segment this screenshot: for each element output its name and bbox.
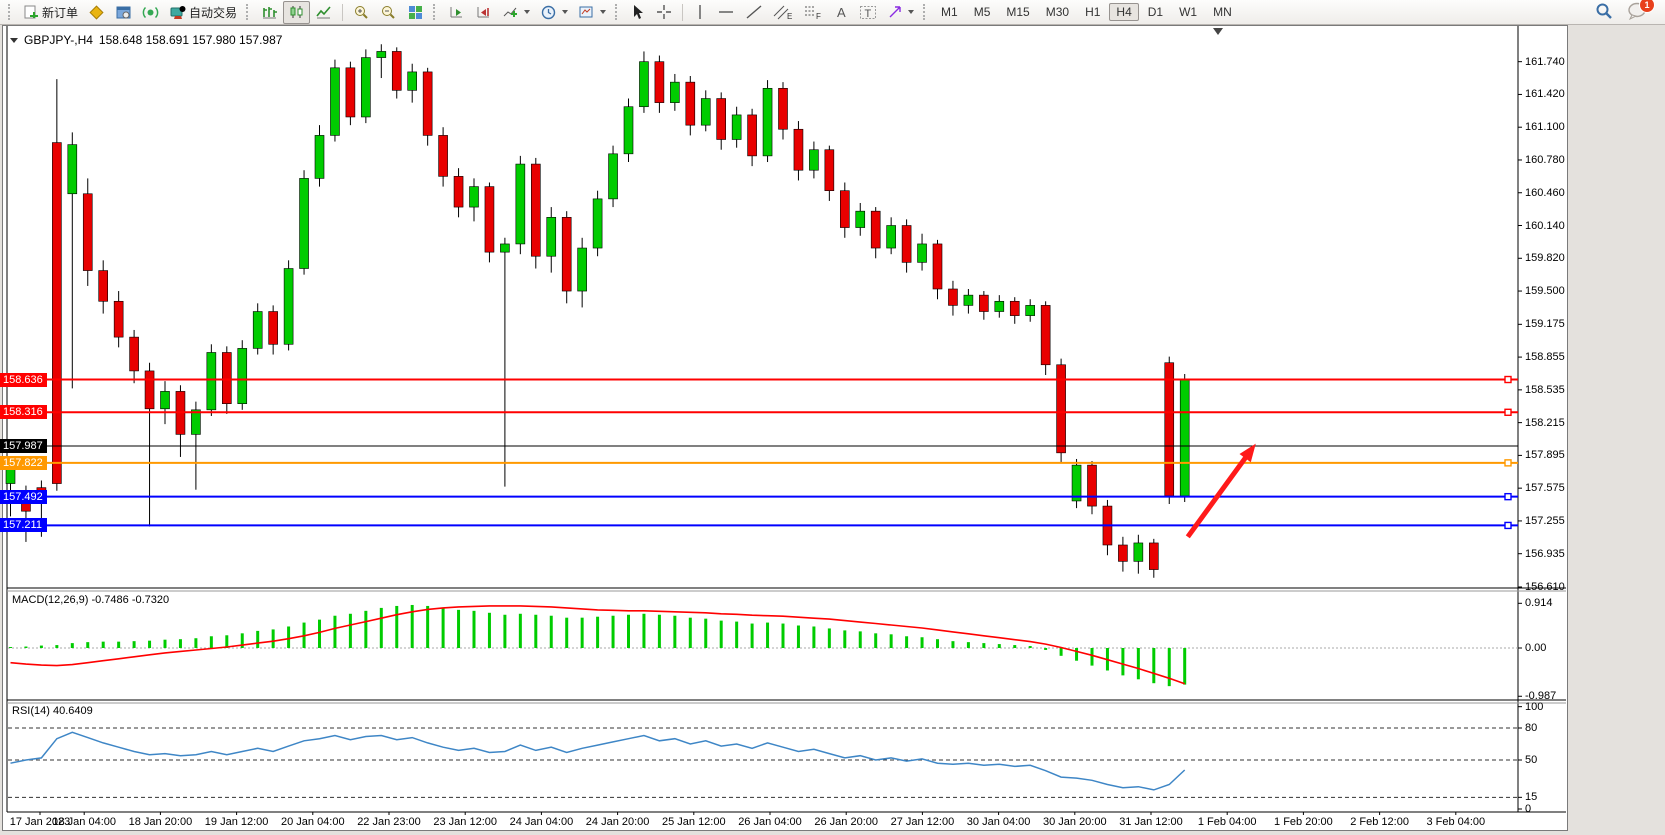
candlestick-chart-icon: [290, 5, 303, 18]
toolbar-grip[interactable]: [433, 4, 439, 20]
market-watch-button[interactable]: [83, 1, 110, 24]
notification-badge: 1: [1639, 0, 1655, 13]
periods-button[interactable]: [535, 1, 573, 24]
svg-text:F: F: [816, 12, 821, 20]
zoom-out-button[interactable]: [375, 1, 402, 24]
arrows-button[interactable]: [882, 1, 919, 23]
new-order-label: 新订单: [42, 5, 79, 20]
toolbar-grip[interactable]: [615, 4, 621, 20]
search-button[interactable]: [1595, 2, 1613, 23]
timeframe-toolbar: M1 M5 M15 M30 H1 H4 D1 W1 MN: [933, 3, 1240, 21]
crosshair-button[interactable]: [651, 1, 677, 23]
tile-windows-icon: [409, 5, 423, 19]
auto-trading-button[interactable]: 自动交易: [164, 1, 242, 24]
navigator-icon: [116, 6, 131, 18]
periods-caret: [562, 10, 569, 14]
templates-caret: [600, 10, 607, 14]
fibonacci-button[interactable]: F: [798, 1, 828, 23]
timeframe-button-h1[interactable]: H1: [1085, 5, 1101, 19]
rsi-indicator-label: RSI(14) 40.6409: [12, 705, 93, 717]
arrows-icon: [889, 6, 901, 18]
line-chart-button[interactable]: [310, 1, 337, 24]
arrows-caret: [908, 10, 915, 14]
cursor-icon: [634, 5, 644, 19]
chart-title: GBPJPY-,H4 158.648 158.691 157.980 157.9…: [10, 33, 282, 47]
text-icon: A: [837, 5, 846, 20]
bar-chart-icon: [263, 6, 278, 18]
tile-windows-button[interactable]: [402, 1, 429, 24]
timeframe-button-w1[interactable]: W1: [1179, 5, 1198, 19]
fibonacci-icon: F: [805, 6, 821, 20]
auto-trading-icon: [169, 4, 186, 21]
macd-indicator-label: MACD(12,26,9) -0.7486 -0.7320: [12, 594, 170, 606]
svg-text:T: T: [865, 8, 872, 20]
signals-icon: [142, 6, 159, 18]
indicators-caret: [524, 10, 531, 14]
trendline-icon: [746, 5, 762, 19]
chart-dropdown-icon[interactable]: [10, 37, 18, 43]
chart-shift-marker[interactable]: [1213, 28, 1223, 35]
horizontal-line-icon: [719, 11, 734, 13]
zoom-in-button[interactable]: [348, 1, 375, 24]
signals-button[interactable]: [137, 1, 164, 24]
timeframe-button-m5[interactable]: M5: [973, 5, 991, 19]
text-label-button[interactable]: T: [854, 1, 882, 23]
chart-symbol-period: GBPJPY-,H4: [24, 33, 93, 47]
svg-text:E: E: [787, 12, 792, 20]
toolbar-grip[interactable]: [923, 4, 929, 20]
text-button[interactable]: A: [828, 1, 854, 23]
auto-scroll-button[interactable]: [443, 1, 470, 24]
bar-chart-button[interactable]: [256, 1, 283, 24]
market-watch-icon: [89, 4, 104, 20]
svg-text:A: A: [837, 5, 846, 20]
candlestick-chart-button[interactable]: [283, 0, 311, 24]
search-icon: [1596, 3, 1612, 19]
timeframe-button-d1[interactable]: D1: [1147, 5, 1164, 19]
navigator-button[interactable]: [110, 1, 137, 24]
timeframe-button-mn[interactable]: MN: [1213, 5, 1232, 19]
templates-icon: [579, 6, 593, 17]
notifications-button[interactable]: 1: [1627, 0, 1655, 23]
periods-clock-icon: [541, 5, 556, 19]
chart-shift-button[interactable]: [470, 1, 497, 24]
indicators-icon: [503, 7, 518, 17]
templates-button[interactable]: [573, 1, 611, 24]
timeframe-button-m1[interactable]: M1: [941, 5, 958, 19]
vertical-line-icon: [699, 5, 701, 19]
equidistant-channel-icon: E: [773, 5, 792, 20]
horizontal-line-button[interactable]: [712, 1, 740, 23]
auto-trading-label: 自动交易: [189, 5, 238, 20]
new-order-button[interactable]: 新订单: [18, 1, 83, 24]
equidistant-channel-button[interactable]: E: [768, 1, 798, 23]
timeframe-button-m15[interactable]: M15: [1006, 5, 1030, 19]
indicators-button[interactable]: [497, 1, 535, 24]
cursor-button[interactable]: [625, 1, 651, 23]
crosshair-icon: [657, 5, 672, 19]
chart-ohlc-values: 158.648 158.691 157.980 157.987: [98, 33, 283, 47]
text-label-icon: T: [860, 6, 877, 20]
toolbar-grip[interactable]: [8, 4, 14, 20]
zoom-in-icon: [355, 5, 368, 19]
auto-scroll-icon: [450, 6, 463, 17]
chart-shift-icon: [477, 6, 490, 17]
timeframe-button-m30[interactable]: M30: [1045, 5, 1070, 19]
new-order-icon: [23, 4, 39, 20]
main-toolbar: 新订单 自动交易: [0, 0, 1665, 25]
trendline-button[interactable]: [740, 1, 768, 23]
timeframe-button-h4[interactable]: H4: [1109, 3, 1139, 21]
line-chart-icon: [316, 5, 331, 18]
chart-window[interactable]: [2, 25, 1568, 831]
zoom-out-icon: [382, 5, 395, 19]
vertical-line-button[interactable]: [688, 1, 712, 23]
toolbar-grip[interactable]: [246, 4, 252, 20]
